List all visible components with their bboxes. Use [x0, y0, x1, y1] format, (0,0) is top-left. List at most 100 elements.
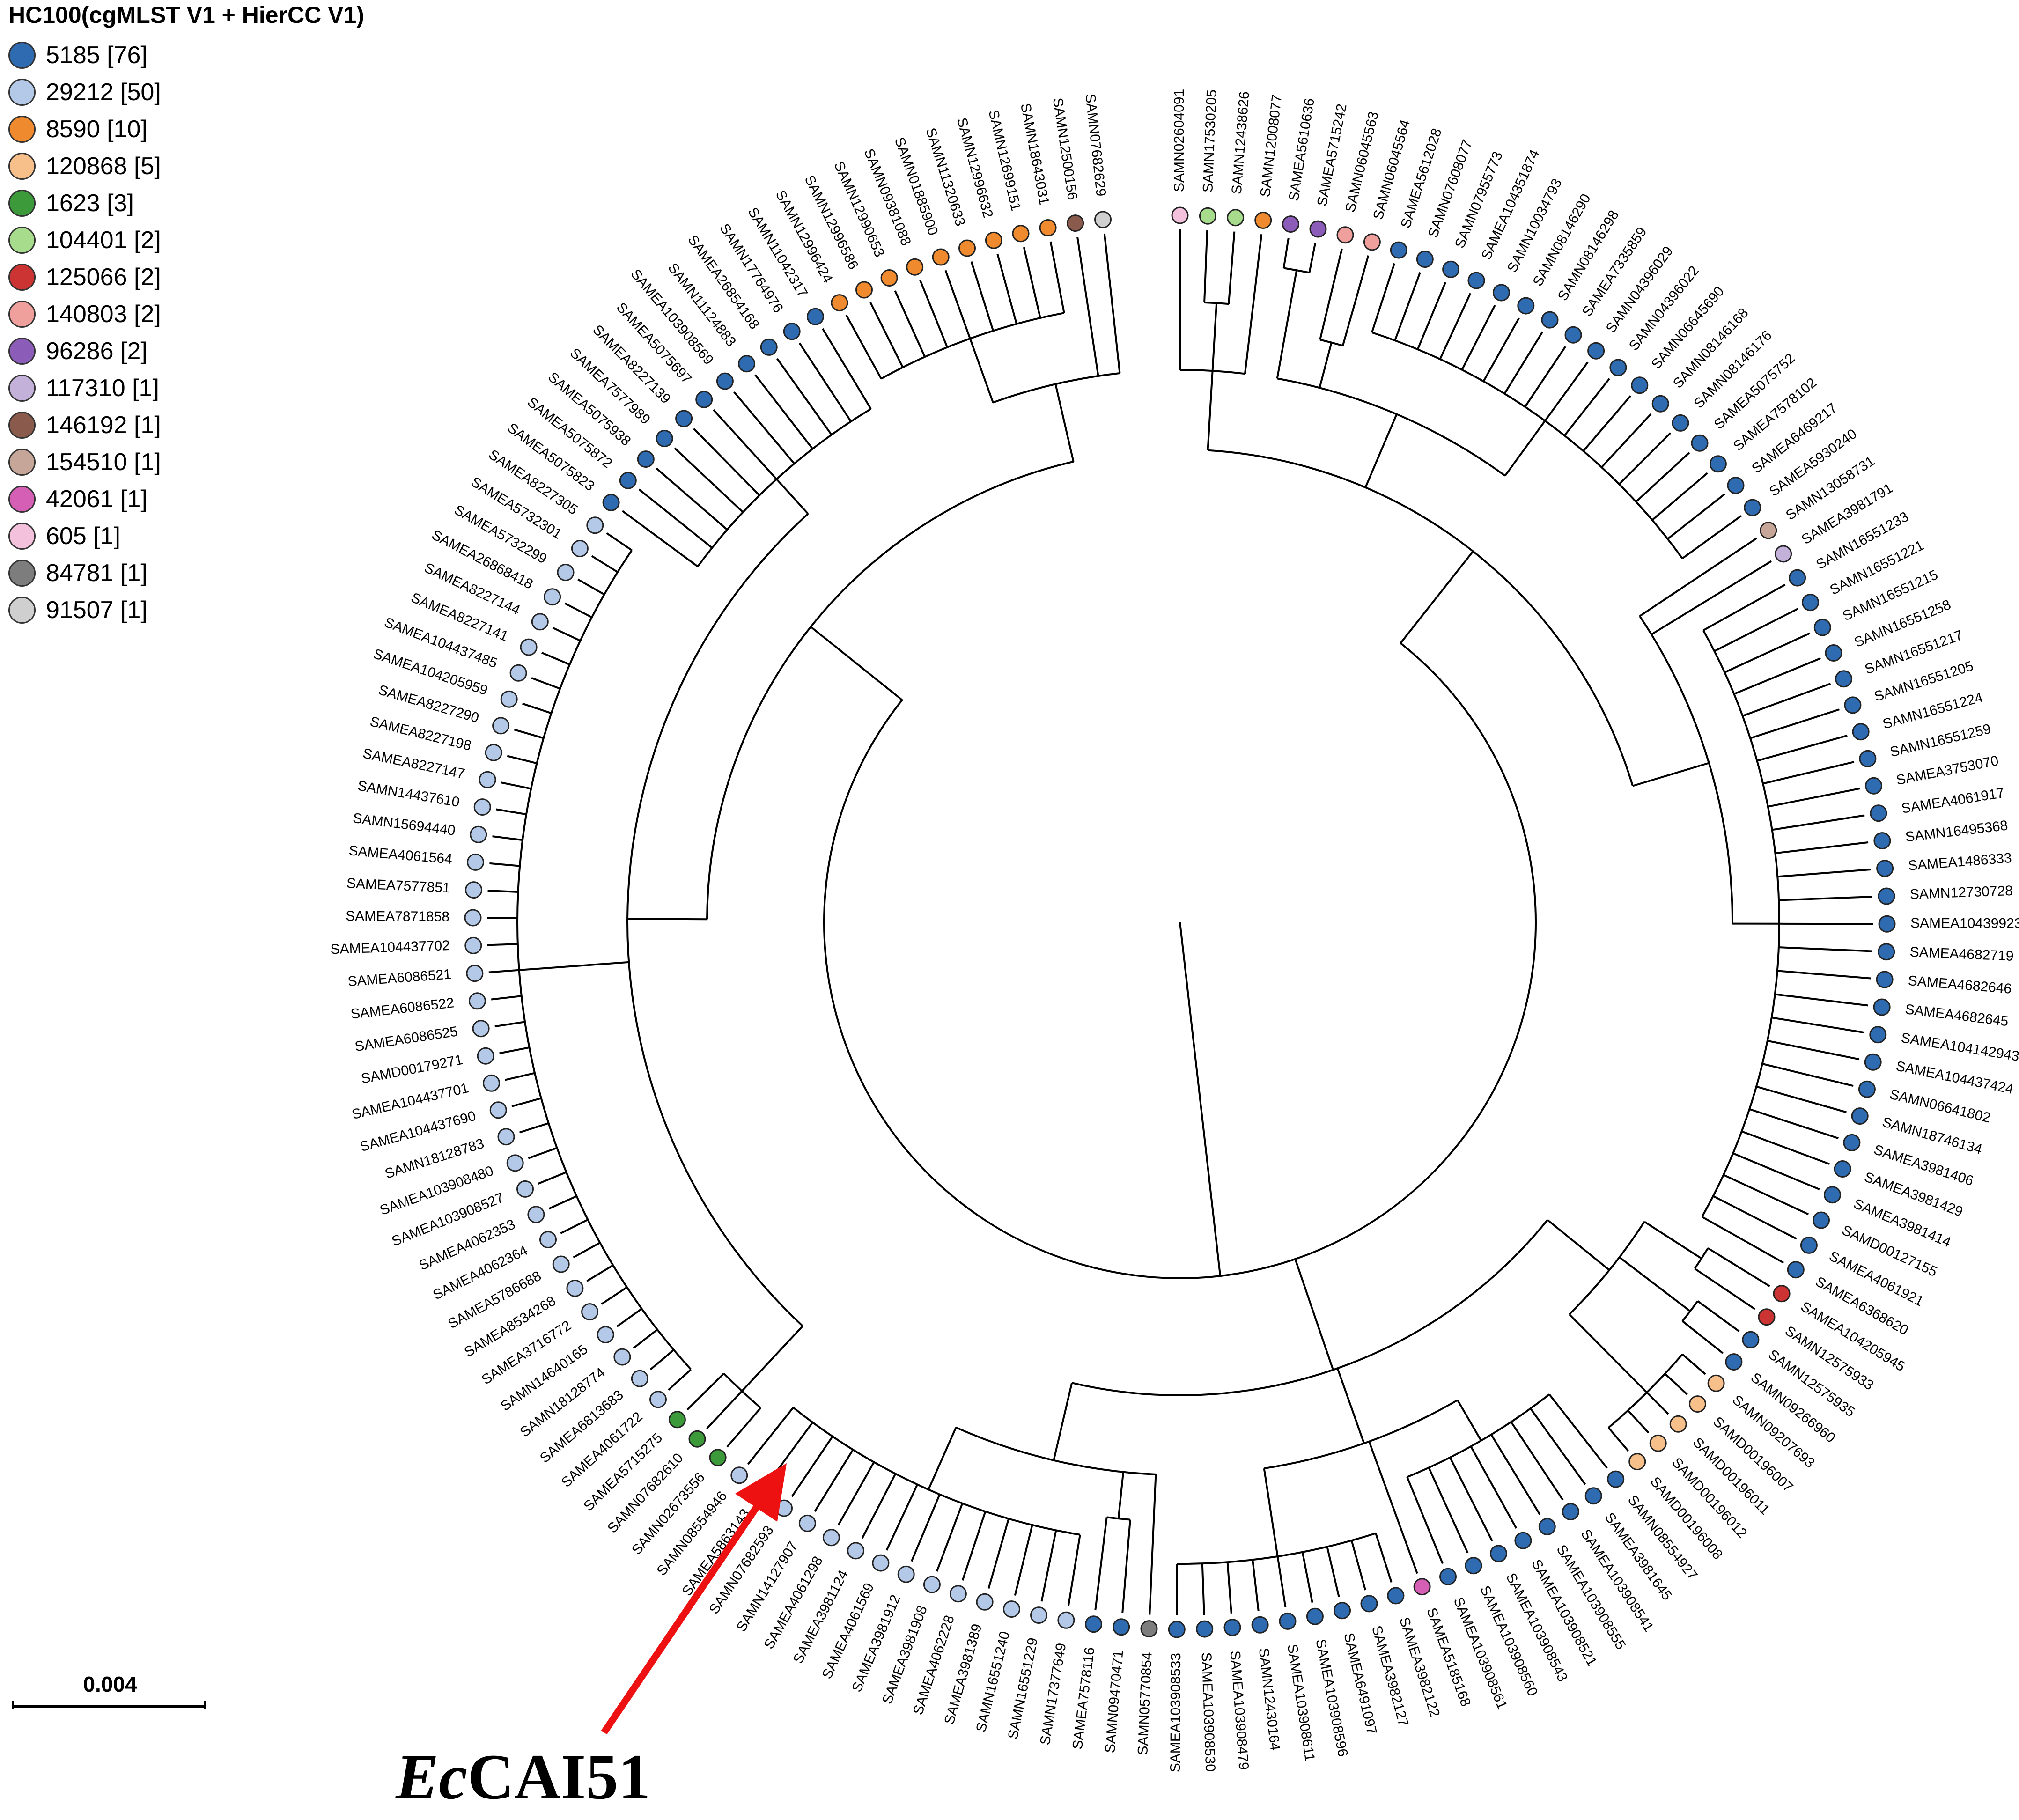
terminal-branch [1713, 537, 1757, 568]
leaf-label: SAMEA103908596 [1312, 1638, 1350, 1758]
leaf-label: SAMEA8227147 [361, 746, 466, 782]
leaf-marker [1865, 777, 1883, 795]
terminal-branch [1470, 1446, 1518, 1529]
terminal-branch [1600, 413, 1652, 468]
leaf-label: SAMEA104205945 [1798, 1299, 1908, 1375]
leaf-marker [473, 798, 491, 816]
legend-item: 117310 [1] [8, 369, 430, 406]
leaf-label: SAMN17530205 [1200, 89, 1220, 193]
leaf-marker [1227, 209, 1245, 227]
terminal-branch [1544, 361, 1589, 421]
leaf-label: SAMN14437610 [356, 778, 461, 810]
leaf-marker [1649, 1434, 1667, 1452]
leaf-label: SAMEA3981645 [1601, 1510, 1675, 1603]
internal-branch [1053, 1382, 1073, 1461]
legend-swatch [8, 115, 36, 143]
leaf-label: SAMN12575935 [1765, 1347, 1857, 1420]
annotation-arrow-shaft [601, 1498, 764, 1735]
leaf-marker [1691, 434, 1709, 452]
leaf-marker [1707, 1374, 1725, 1392]
scale-bar-line [12, 1705, 206, 1708]
cluster-arc [881, 312, 1064, 380]
terminal-branch [564, 602, 592, 619]
leaf-marker [709, 1449, 727, 1466]
leaf-label: SAMEA5075752 [1711, 351, 1798, 433]
leaf-marker [497, 1128, 515, 1146]
leaf-marker [1171, 206, 1189, 224]
terminal-branch [560, 1219, 589, 1234]
legend-label: 120868 [5] [46, 152, 161, 180]
terminal-branch [1651, 472, 1708, 521]
legend-item: 42061 [1] [8, 480, 430, 517]
leaf-marker [586, 516, 604, 534]
internal-branch [1336, 1368, 1365, 1444]
terminal-branch [919, 280, 948, 348]
terminal-branch [1319, 248, 1343, 340]
leaf-label: SAMEA6086521 [347, 966, 452, 989]
leaf-label: SAMEA103908479 [1227, 1650, 1252, 1770]
leaf-label: SAMN12438626 [1229, 91, 1253, 195]
leaf-marker [509, 664, 527, 682]
terminal-branch [1252, 1559, 1260, 1611]
internal-branch [1632, 762, 1710, 787]
terminal-branch [541, 651, 570, 665]
leaf-label: SAMEA4682645 [1904, 1002, 2009, 1029]
leaf-marker [485, 744, 502, 761]
leaf-marker [531, 613, 549, 631]
terminal-branch [1371, 263, 1395, 333]
leaf-label: SAMN04396022 [1626, 263, 1702, 354]
internal-branch [1263, 1468, 1279, 1557]
leaf-marker [822, 1529, 840, 1547]
leaf-marker [798, 1514, 816, 1532]
legend-label: 140803 [2] [46, 300, 161, 328]
terminal-branch [1040, 1530, 1057, 1602]
leaf-label: SAMEA5075872 [524, 394, 615, 471]
leaf-marker [492, 717, 510, 735]
leaf-marker [649, 1391, 667, 1408]
terminal-branch [577, 578, 605, 596]
legend-label: 605 [1] [46, 522, 121, 550]
leaf-marker [602, 494, 620, 511]
leaf-marker [1742, 1331, 1760, 1348]
internal-branch [810, 626, 903, 701]
terminal-branch [1449, 1457, 1493, 1542]
terminal-branch [713, 409, 777, 480]
leaf-label: SAMEA4061722 [559, 1409, 646, 1490]
leaf-label: SAMD00179271 [360, 1052, 464, 1087]
leaf-marker [1628, 1453, 1646, 1471]
leaf-label: SAMN08146168 [1670, 305, 1752, 391]
terminal-branch [733, 391, 795, 464]
leaf-marker [464, 909, 482, 927]
internal-branch [776, 478, 809, 515]
strain-annotation-prefix: Ec [396, 1741, 468, 1813]
leaf-marker [489, 1101, 507, 1119]
internal-branch [1207, 370, 1214, 450]
leaf-marker [1442, 260, 1460, 278]
cluster-arc [1407, 1393, 1550, 1478]
legend-item: 1623 [3] [8, 184, 430, 221]
leaf-marker [1541, 311, 1559, 329]
leaf-marker [897, 1565, 915, 1583]
leaf-marker [468, 992, 486, 1010]
terminal-branch [1777, 869, 1871, 878]
leaf-marker [1834, 1160, 1851, 1178]
leaf-marker [1607, 1470, 1625, 1488]
terminal-branch [668, 1369, 692, 1391]
terminal-branch [1768, 788, 1860, 808]
leaf-marker [880, 269, 898, 287]
leaf-marker [557, 564, 575, 581]
leaf-label: SAMD00196012 [1669, 1455, 1750, 1541]
leaf-marker [479, 771, 496, 788]
leaf-marker [1309, 220, 1327, 238]
leaf-marker [1672, 414, 1689, 432]
leaf-marker [906, 258, 924, 276]
leaf-label: SAMN18128774 [517, 1365, 608, 1440]
legend-swatch [8, 411, 36, 439]
leaf-label: SAMEA4682719 [1909, 944, 2014, 964]
terminal-branch [638, 488, 713, 549]
leaf-label: SAMD00196007 [1710, 1414, 1796, 1495]
terminal-branch [1067, 1534, 1081, 1607]
terminal-branch [706, 1390, 743, 1429]
terminal-branch [996, 253, 1018, 324]
